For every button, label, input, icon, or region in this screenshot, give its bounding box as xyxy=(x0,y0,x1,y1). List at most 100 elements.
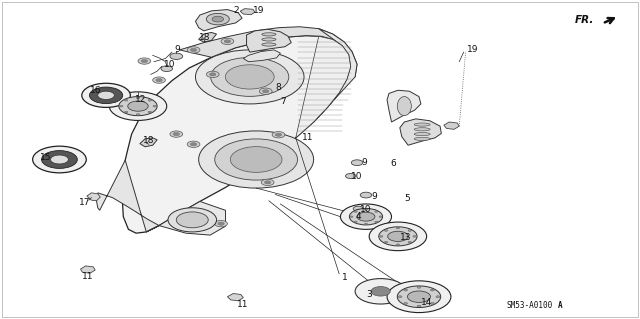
Polygon shape xyxy=(387,90,421,122)
Circle shape xyxy=(340,204,392,229)
Text: 7: 7 xyxy=(280,97,286,106)
Text: 9: 9 xyxy=(362,158,367,167)
Circle shape xyxy=(408,291,431,302)
Polygon shape xyxy=(296,36,351,138)
Circle shape xyxy=(224,40,230,43)
Polygon shape xyxy=(198,33,216,42)
Circle shape xyxy=(431,302,435,304)
Circle shape xyxy=(369,222,427,251)
Circle shape xyxy=(261,179,274,186)
Text: 15: 15 xyxy=(40,153,52,162)
Circle shape xyxy=(408,230,412,231)
Circle shape xyxy=(189,217,195,220)
Circle shape xyxy=(120,105,123,107)
Circle shape xyxy=(198,131,314,188)
Circle shape xyxy=(385,230,388,231)
Text: 10: 10 xyxy=(360,205,371,214)
Polygon shape xyxy=(179,27,357,77)
Polygon shape xyxy=(147,201,225,235)
Ellipse shape xyxy=(262,43,276,46)
Circle shape xyxy=(211,57,289,96)
Circle shape xyxy=(42,151,77,168)
Circle shape xyxy=(346,174,356,179)
Polygon shape xyxy=(240,9,255,15)
Circle shape xyxy=(153,105,156,107)
Circle shape xyxy=(221,38,234,45)
Polygon shape xyxy=(444,122,460,129)
Circle shape xyxy=(51,155,68,164)
Circle shape xyxy=(138,58,151,64)
Circle shape xyxy=(190,48,196,51)
Circle shape xyxy=(209,73,216,76)
Circle shape xyxy=(124,100,128,101)
Circle shape xyxy=(136,97,140,99)
Text: 3: 3 xyxy=(366,290,372,299)
Circle shape xyxy=(431,289,435,291)
Text: 8: 8 xyxy=(275,83,281,92)
Ellipse shape xyxy=(414,123,430,126)
Polygon shape xyxy=(314,29,357,122)
Circle shape xyxy=(33,146,86,173)
Circle shape xyxy=(124,111,128,113)
Text: 18: 18 xyxy=(198,33,210,42)
Text: FR.: FR. xyxy=(575,15,595,26)
Circle shape xyxy=(206,13,229,25)
Circle shape xyxy=(354,221,357,223)
Circle shape xyxy=(404,302,408,304)
Circle shape xyxy=(275,133,282,136)
Text: 13: 13 xyxy=(400,233,412,242)
Ellipse shape xyxy=(414,137,430,140)
Polygon shape xyxy=(195,10,242,31)
Text: A: A xyxy=(557,301,562,310)
Circle shape xyxy=(168,208,216,232)
Circle shape xyxy=(119,97,157,116)
Circle shape xyxy=(360,192,372,198)
Circle shape xyxy=(262,90,269,93)
Circle shape xyxy=(195,50,304,104)
Text: 17: 17 xyxy=(79,198,90,207)
Circle shape xyxy=(230,147,282,172)
Circle shape xyxy=(398,296,402,298)
Circle shape xyxy=(141,59,148,63)
Polygon shape xyxy=(243,50,280,62)
Ellipse shape xyxy=(262,33,276,36)
Circle shape xyxy=(397,286,441,308)
Circle shape xyxy=(404,289,408,291)
Circle shape xyxy=(375,221,378,223)
Text: 14: 14 xyxy=(421,298,432,307)
Circle shape xyxy=(379,216,382,218)
Circle shape xyxy=(161,66,173,71)
Text: SM53-A0100: SM53-A0100 xyxy=(507,301,553,310)
Polygon shape xyxy=(87,193,100,201)
Circle shape xyxy=(413,235,417,237)
Circle shape xyxy=(355,278,406,304)
Text: 10: 10 xyxy=(351,173,362,182)
Polygon shape xyxy=(140,138,157,147)
Circle shape xyxy=(225,65,274,89)
Polygon shape xyxy=(122,36,351,233)
Circle shape xyxy=(417,305,421,307)
Circle shape xyxy=(214,220,227,227)
Circle shape xyxy=(349,208,383,225)
Circle shape xyxy=(190,143,196,146)
Polygon shape xyxy=(227,293,243,301)
Circle shape xyxy=(173,132,179,136)
Circle shape xyxy=(90,87,123,104)
Circle shape xyxy=(187,47,200,53)
Circle shape xyxy=(408,241,412,243)
Circle shape xyxy=(264,181,271,184)
Circle shape xyxy=(206,71,219,78)
Circle shape xyxy=(176,212,208,228)
Text: 18: 18 xyxy=(143,136,154,145)
Circle shape xyxy=(272,131,285,138)
Circle shape xyxy=(170,131,182,137)
Circle shape xyxy=(259,88,272,94)
Text: 1: 1 xyxy=(342,272,348,281)
Circle shape xyxy=(385,241,388,243)
Text: 6: 6 xyxy=(390,159,396,168)
Circle shape xyxy=(371,286,390,296)
Text: 5: 5 xyxy=(404,194,410,203)
Polygon shape xyxy=(400,119,442,145)
Circle shape xyxy=(364,223,367,225)
Circle shape xyxy=(354,211,357,212)
